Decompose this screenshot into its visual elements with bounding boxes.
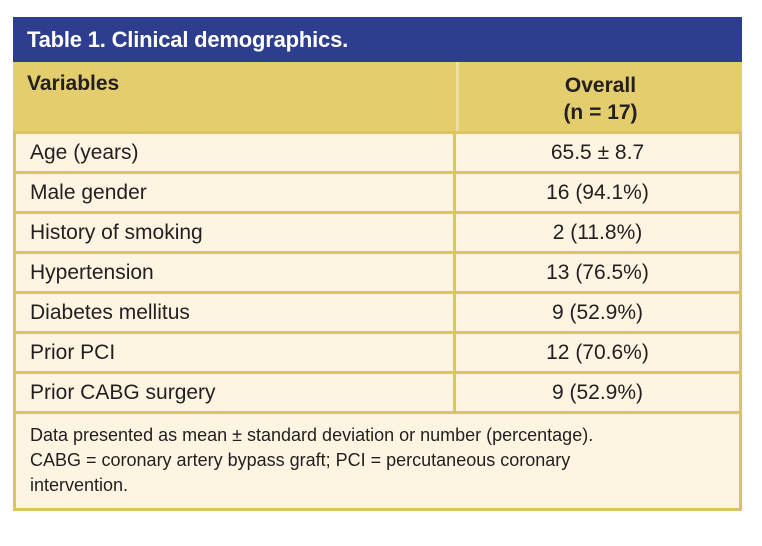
row-label: Male gender [16,174,456,211]
row-value: 16 (94.1%) [546,180,649,204]
table-row-diabetes-mellitus: Diabetes mellitus 9 (52.9%) [16,294,739,334]
table-row-male-gender: Male gender 16 (94.1%) [16,174,739,214]
table-title-bar: Table 1. Clinical demographics. [13,17,742,62]
row-label: Diabetes mellitus [16,294,456,331]
clinical-demographics-table: Table 1. Clinical demographics. Variable… [13,17,742,511]
table-row-history-of-smoking: History of smoking 2 (11.8%) [16,214,739,254]
table-row-prior-pci: Prior PCI 12 (70.6%) [16,334,739,374]
table-row-prior-cabg-surgery: Prior CABG surgery 9 (52.9%) [16,374,739,414]
table-title: Table 1. Clinical demographics. [27,26,349,52]
header-cell-overall: Overall (n = 17) [459,62,742,131]
row-value: 13 (76.5%) [546,260,649,284]
row-label: Age (years) [16,134,456,171]
table-header-row: Variables Overall (n = 17) [13,62,742,131]
table-body: Age (years) 65.5 ± 8.7 Male gender 16 (9… [13,131,742,511]
table-row-hypertension: Hypertension 13 (76.5%) [16,254,739,294]
footnote-line-1: Data presented as mean ± standard deviat… [30,425,594,445]
row-label: Prior PCI [16,334,456,371]
row-label: Hypertension [16,254,456,291]
footnote-line-3: intervention. [30,475,129,495]
table-footnote: Data presented as mean ± standard deviat… [16,414,739,508]
row-value: 12 (70.6%) [546,340,649,364]
row-value: 9 (52.9%) [551,300,644,324]
row-label: Prior CABG surgery [16,374,456,411]
row-value: 9 (52.9%) [551,380,644,404]
row-label: History of smoking [16,214,456,251]
header-column-divider [456,62,459,131]
header-cell-variables: Variables [27,72,120,95]
table-row-age: Age (years) 65.5 ± 8.7 [16,134,739,174]
row-value: 2 (11.8%) [552,220,643,244]
row-value: 65.5 ± 8.7 [550,140,645,164]
header-overall-line2: (n = 17) [563,101,638,124]
header-overall-line1: Overall [564,74,637,97]
footnote-line-2: CABG = coronary artery bypass graft; PCI… [30,450,571,470]
